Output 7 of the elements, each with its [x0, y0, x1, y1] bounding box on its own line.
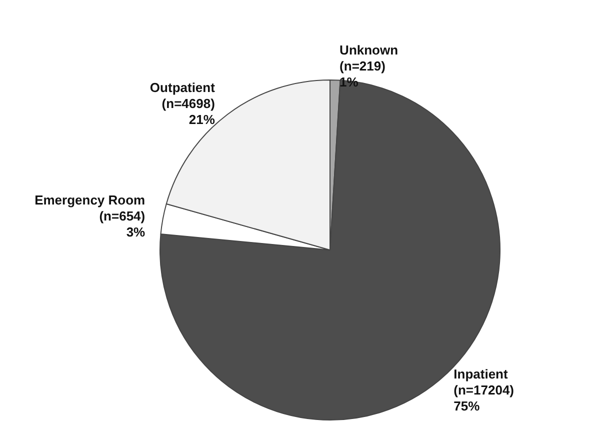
- slice-label: Unknown: [340, 42, 398, 58]
- slice-label: Emergency Room: [34, 192, 146, 208]
- data-label: (n=17204) 75%: [454, 382, 514, 414]
- slice-label: Inpatient: [454, 366, 508, 382]
- data-label: (n=4698) 21%: [162, 96, 216, 127]
- data-label: (n=654) 3%: [99, 208, 146, 240]
- slice-label: Outpatient: [150, 80, 216, 95]
